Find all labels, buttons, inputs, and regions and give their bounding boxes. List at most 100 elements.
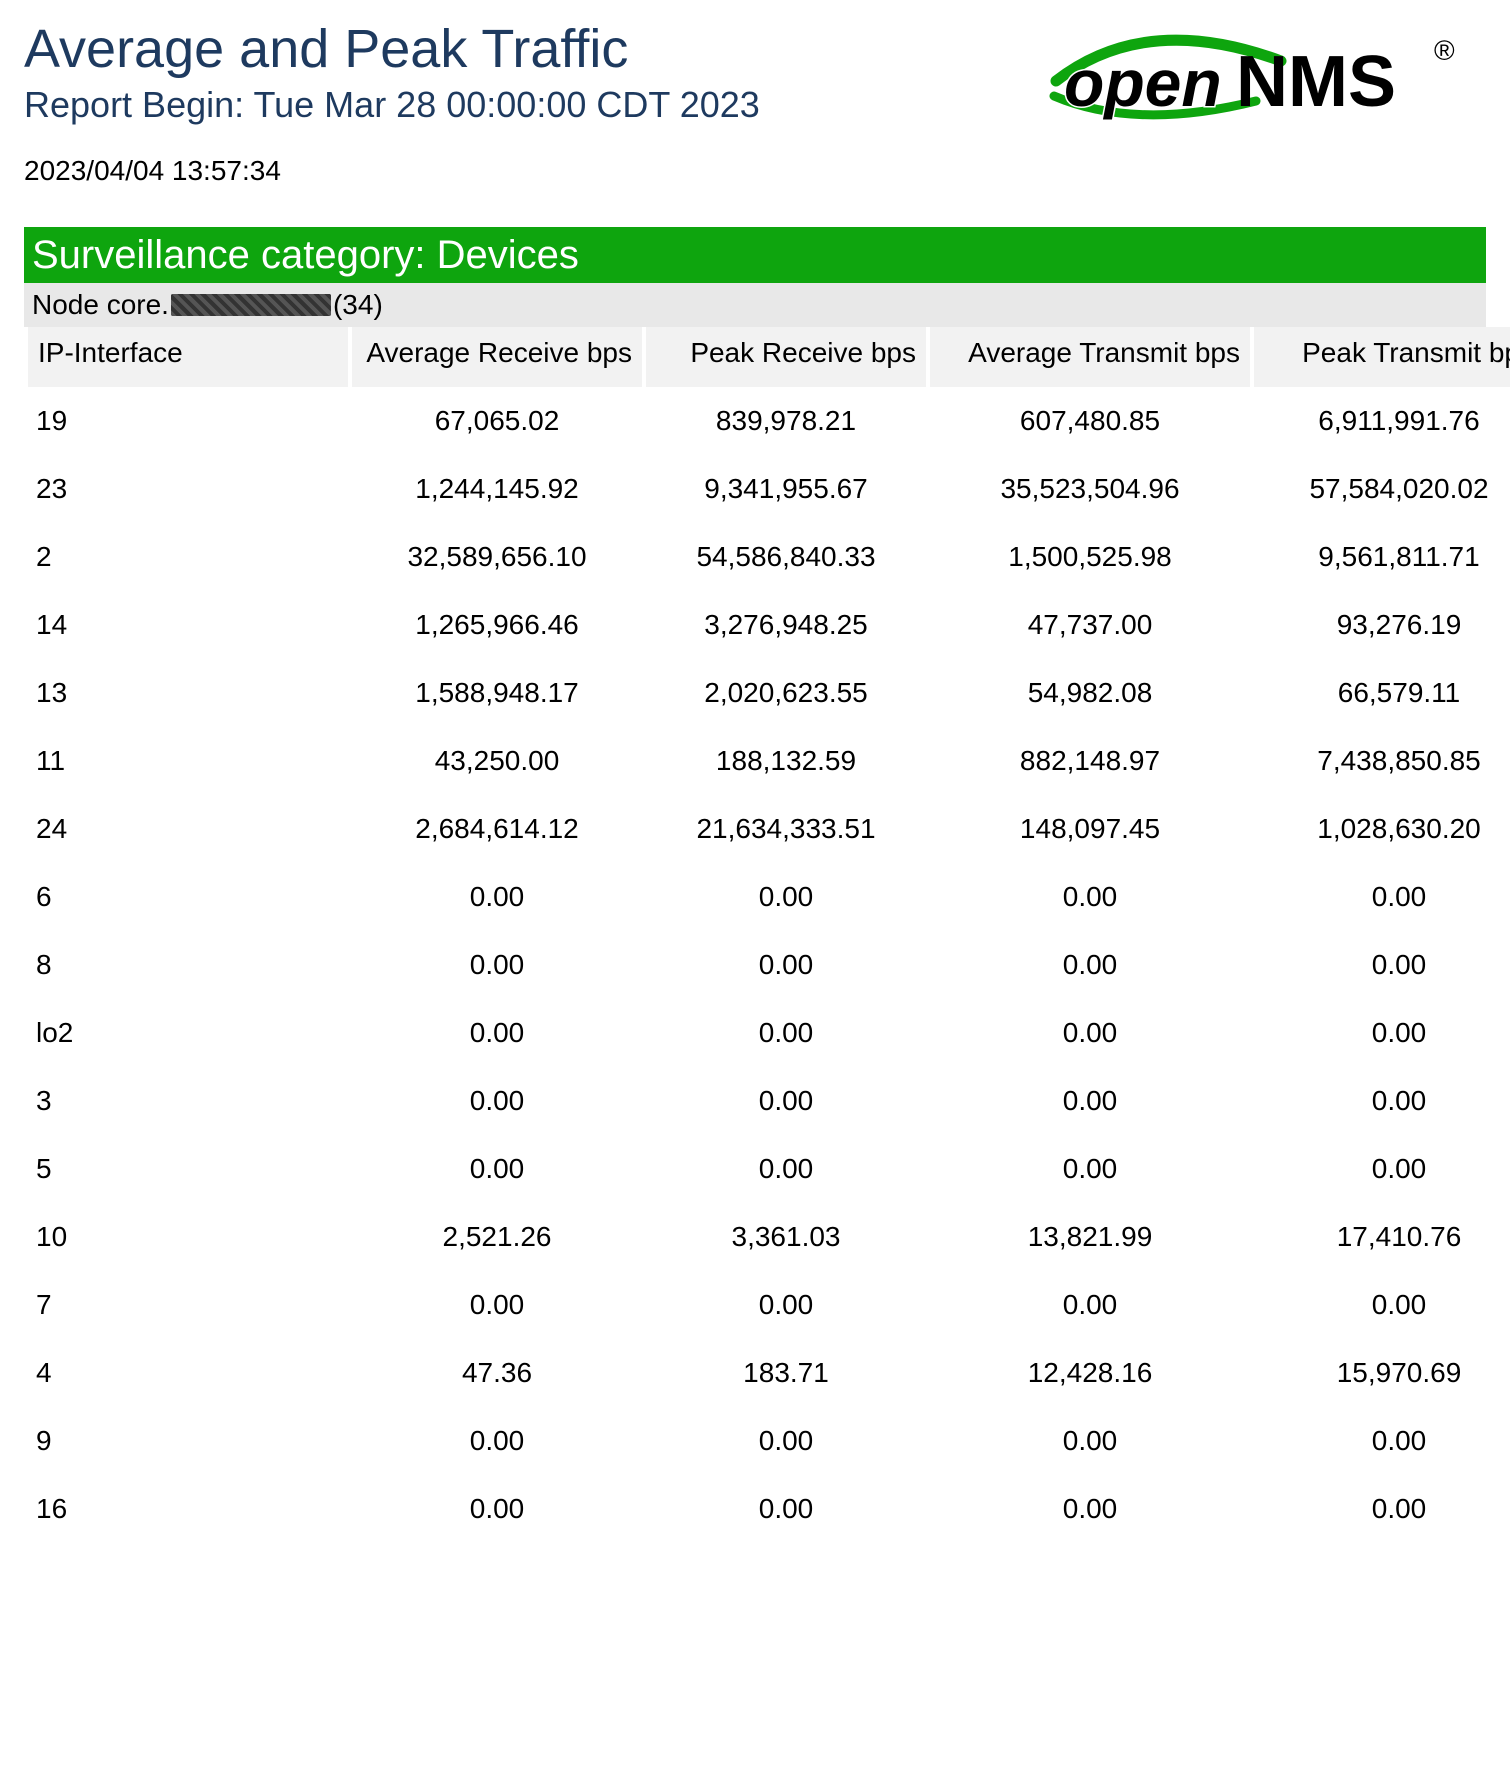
logo-prefix-text: open xyxy=(1064,46,1222,120)
category-header: Surveillance category: Devices xyxy=(24,227,1486,283)
cell-value: 32,589,656.10 xyxy=(352,523,642,591)
logo-suffix-text: NMS xyxy=(1236,42,1396,122)
node-suffix: (34) xyxy=(333,289,383,321)
table-row: 1967,065.02839,978.21607,480.856,911,991… xyxy=(28,387,1510,455)
table-header: IP-Interface Average Receive bps Peak Re… xyxy=(28,327,1510,387)
cell-value: 0.00 xyxy=(646,1067,926,1135)
report-subtitle: Report Begin: Tue Mar 28 00:00:00 CDT 20… xyxy=(24,83,1026,126)
report-header: Average and Peak Traffic Report Begin: T… xyxy=(24,20,1486,131)
cell-value: 9,561,811.71 xyxy=(1254,523,1510,591)
cell-value: 0.00 xyxy=(930,931,1250,999)
cell-value: 21,634,333.51 xyxy=(646,795,926,863)
cell-value: 0.00 xyxy=(1254,1475,1510,1543)
cell-value: 0.00 xyxy=(646,1135,926,1203)
cell-value: 0.00 xyxy=(352,1407,642,1475)
cell-value: 0.00 xyxy=(352,1067,642,1135)
table-body: 1967,065.02839,978.21607,480.856,911,991… xyxy=(28,387,1510,1543)
cell-value: 0.00 xyxy=(352,1271,642,1339)
cell-value: 0.00 xyxy=(646,1475,926,1543)
table-row: 141,265,966.463,276,948.2547,737.0093,27… xyxy=(28,591,1510,659)
cell-value: 0.00 xyxy=(1254,1271,1510,1339)
cell-value: 1,588,948.17 xyxy=(352,659,642,727)
cell-value: 3,276,948.25 xyxy=(646,591,926,659)
table-row: 160.000.000.000.00 xyxy=(28,1475,1510,1543)
cell-value: 0.00 xyxy=(930,863,1250,931)
table-row: 70.000.000.000.00 xyxy=(28,1271,1510,1339)
cell-value: 0.00 xyxy=(1254,863,1510,931)
col-header-avg-receive: Average Receive bps xyxy=(352,327,642,387)
brand-logo: open NMS ® xyxy=(1026,26,1466,131)
report-title: Average and Peak Traffic xyxy=(24,20,1026,79)
cell-interface: 19 xyxy=(28,387,348,455)
cell-value: 0.00 xyxy=(930,1475,1250,1543)
cell-value: 12,428.16 xyxy=(930,1339,1250,1407)
cell-interface: 14 xyxy=(28,591,348,659)
cell-value: 0.00 xyxy=(1254,999,1510,1067)
cell-value: 47,737.00 xyxy=(930,591,1250,659)
cell-interface: 11 xyxy=(28,727,348,795)
table-row: 131,588,948.172,020,623.5554,982.0866,57… xyxy=(28,659,1510,727)
cell-interface: 9 xyxy=(28,1407,348,1475)
report-timestamp: 2023/04/04 13:57:34 xyxy=(24,155,1486,187)
cell-value: 0.00 xyxy=(930,1407,1250,1475)
cell-value: 0.00 xyxy=(930,1135,1250,1203)
cell-interface: lo2 xyxy=(28,999,348,1067)
node-header: Node core. (34) xyxy=(24,283,1486,327)
cell-interface: 3 xyxy=(28,1067,348,1135)
table-row: 60.000.000.000.00 xyxy=(28,863,1510,931)
node-prefix: Node core. xyxy=(32,289,169,321)
table-row: 30.000.000.000.00 xyxy=(28,1067,1510,1135)
cell-interface: 23 xyxy=(28,455,348,523)
cell-value: 0.00 xyxy=(930,1271,1250,1339)
node-redacted xyxy=(171,294,331,316)
cell-interface: 13 xyxy=(28,659,348,727)
table-row: 447.36183.7112,428.1615,970.69 xyxy=(28,1339,1510,1407)
cell-value: 0.00 xyxy=(646,1407,926,1475)
cell-value: 882,148.97 xyxy=(930,727,1250,795)
cell-value: 183.71 xyxy=(646,1339,926,1407)
cell-value: 2,684,614.12 xyxy=(352,795,642,863)
cell-value: 0.00 xyxy=(646,1271,926,1339)
cell-value: 3,361.03 xyxy=(646,1203,926,1271)
cell-interface: 5 xyxy=(28,1135,348,1203)
cell-value: 2,020,623.55 xyxy=(646,659,926,727)
cell-value: 93,276.19 xyxy=(1254,591,1510,659)
cell-value: 0.00 xyxy=(352,863,642,931)
cell-value: 13,821.99 xyxy=(930,1203,1250,1271)
table-row: 1143,250.00188,132.59882,148.977,438,850… xyxy=(28,727,1510,795)
cell-value: 7,438,850.85 xyxy=(1254,727,1510,795)
cell-value: 35,523,504.96 xyxy=(930,455,1250,523)
table-row: 231,244,145.929,341,955.6735,523,504.965… xyxy=(28,455,1510,523)
table-row: 90.000.000.000.00 xyxy=(28,1407,1510,1475)
col-header-avg-transmit: Average Transmit bps xyxy=(930,327,1250,387)
table-row: 242,684,614.1221,634,333.51148,097.451,0… xyxy=(28,795,1510,863)
header-left: Average and Peak Traffic Report Begin: T… xyxy=(24,20,1026,127)
cell-interface: 7 xyxy=(28,1271,348,1339)
cell-value: 0.00 xyxy=(352,931,642,999)
cell-value: 1,500,525.98 xyxy=(930,523,1250,591)
cell-value: 0.00 xyxy=(930,999,1250,1067)
table-row: 50.000.000.000.00 xyxy=(28,1135,1510,1203)
cell-value: 0.00 xyxy=(1254,1407,1510,1475)
cell-interface: 10 xyxy=(28,1203,348,1271)
cell-value: 1,244,145.92 xyxy=(352,455,642,523)
cell-value: 43,250.00 xyxy=(352,727,642,795)
cell-value: 188,132.59 xyxy=(646,727,926,795)
cell-interface: 24 xyxy=(28,795,348,863)
cell-value: 57,584,020.02 xyxy=(1254,455,1510,523)
cell-value: 2,521.26 xyxy=(352,1203,642,1271)
cell-value: 17,410.76 xyxy=(1254,1203,1510,1271)
cell-value: 0.00 xyxy=(646,863,926,931)
cell-value: 0.00 xyxy=(646,931,926,999)
cell-value: 54,982.08 xyxy=(930,659,1250,727)
cell-value: 839,978.21 xyxy=(646,387,926,455)
col-header-interface: IP-Interface xyxy=(28,327,348,387)
cell-value: 1,265,966.46 xyxy=(352,591,642,659)
opennms-logo-icon: open NMS ® xyxy=(1026,26,1466,126)
cell-value: 1,028,630.20 xyxy=(1254,795,1510,863)
cell-value: 15,970.69 xyxy=(1254,1339,1510,1407)
cell-value: 6,911,991.76 xyxy=(1254,387,1510,455)
cell-value: 607,480.85 xyxy=(930,387,1250,455)
cell-value: 9,341,955.67 xyxy=(646,455,926,523)
cell-value: 67,065.02 xyxy=(352,387,642,455)
